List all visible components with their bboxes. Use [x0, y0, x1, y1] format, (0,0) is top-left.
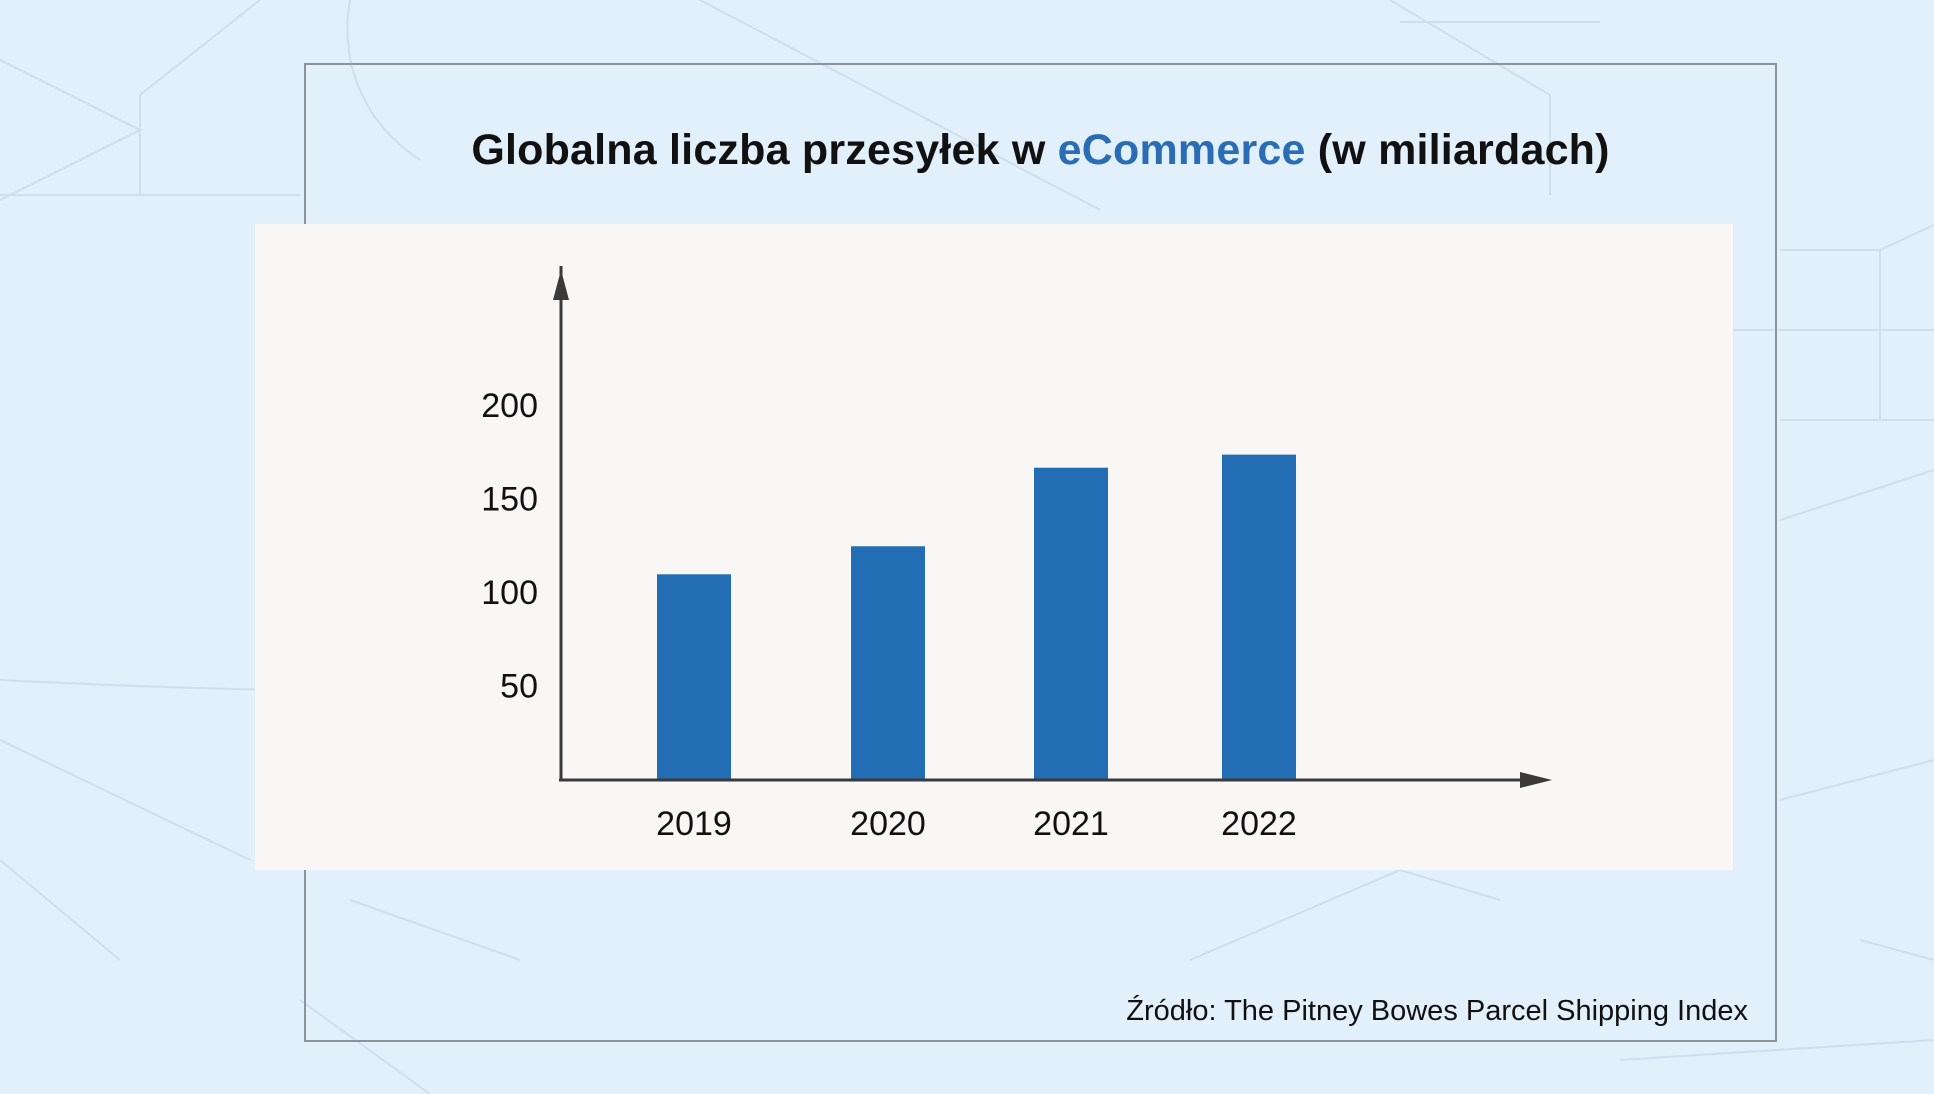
- chart-panel: 50 100 150 200 2019 2020 2021 2022: [255, 224, 1733, 870]
- y-tick-label: 150: [481, 481, 538, 519]
- x-tick-label: 2020: [850, 805, 926, 843]
- y-tick-label: 100: [481, 574, 538, 612]
- bar-chart: 50 100 150 200 2019 2020 2021 2022: [481, 266, 1552, 843]
- chart-title-part: (w miliardach): [1305, 126, 1610, 174]
- chart-title: Globalna liczba przesyłek w eCommerce (w…: [304, 126, 1777, 175]
- x-axis-arrow: [1520, 772, 1552, 788]
- y-tick-label: 50: [500, 668, 538, 706]
- y-axis-arrow: [553, 270, 569, 300]
- bar-2019: [657, 574, 731, 780]
- source-note: Źródło: The Pitney Bowes Parcel Shipping…: [1126, 995, 1748, 1027]
- y-tick-label: 200: [481, 387, 538, 425]
- x-tick-label: 2019: [656, 805, 732, 843]
- bar-2022: [1222, 454, 1296, 780]
- bar-2020: [851, 546, 925, 780]
- chart-title-accent: eCommerce: [1057, 126, 1306, 174]
- chart-title-part: Globalna liczba przesyłek w: [471, 126, 1058, 174]
- x-tick-label: 2021: [1033, 805, 1109, 843]
- bar-2021: [1034, 467, 1108, 780]
- x-tick-label: 2022: [1221, 805, 1297, 843]
